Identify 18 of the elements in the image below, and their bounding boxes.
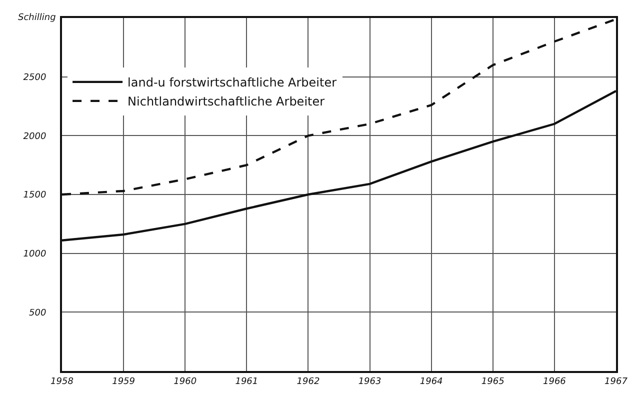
x-tick-label: 1965 [481,376,505,387]
x-tick-label: 1967 [604,376,628,387]
x-tick-label: 1964 [420,376,444,387]
x-tick-label: 1963 [358,376,382,387]
y-tick-label: 2500 [23,72,46,83]
x-tick-label: 1958 [50,376,74,387]
legend-label: Nichtlandwirtschaftliche Arbeiter [128,94,325,109]
y-tick-label: 500 [29,308,46,318]
x-tick-label: 1966 [542,376,566,387]
x-tick-label: 1960 [174,376,197,387]
legend-label: land-u forstwirtschaftliche Arbeiter [128,76,337,90]
x-tick-label: 1962 [296,376,320,387]
x-tick-label: 1961 [235,376,258,387]
y-tick-label: 1000 [23,249,46,260]
y-tick-label: 1500 [23,190,46,201]
y-axis-title: Schilling [18,13,56,23]
y-tick-label: 2000 [23,132,46,142]
x-tick-label: 1959 [112,376,136,387]
